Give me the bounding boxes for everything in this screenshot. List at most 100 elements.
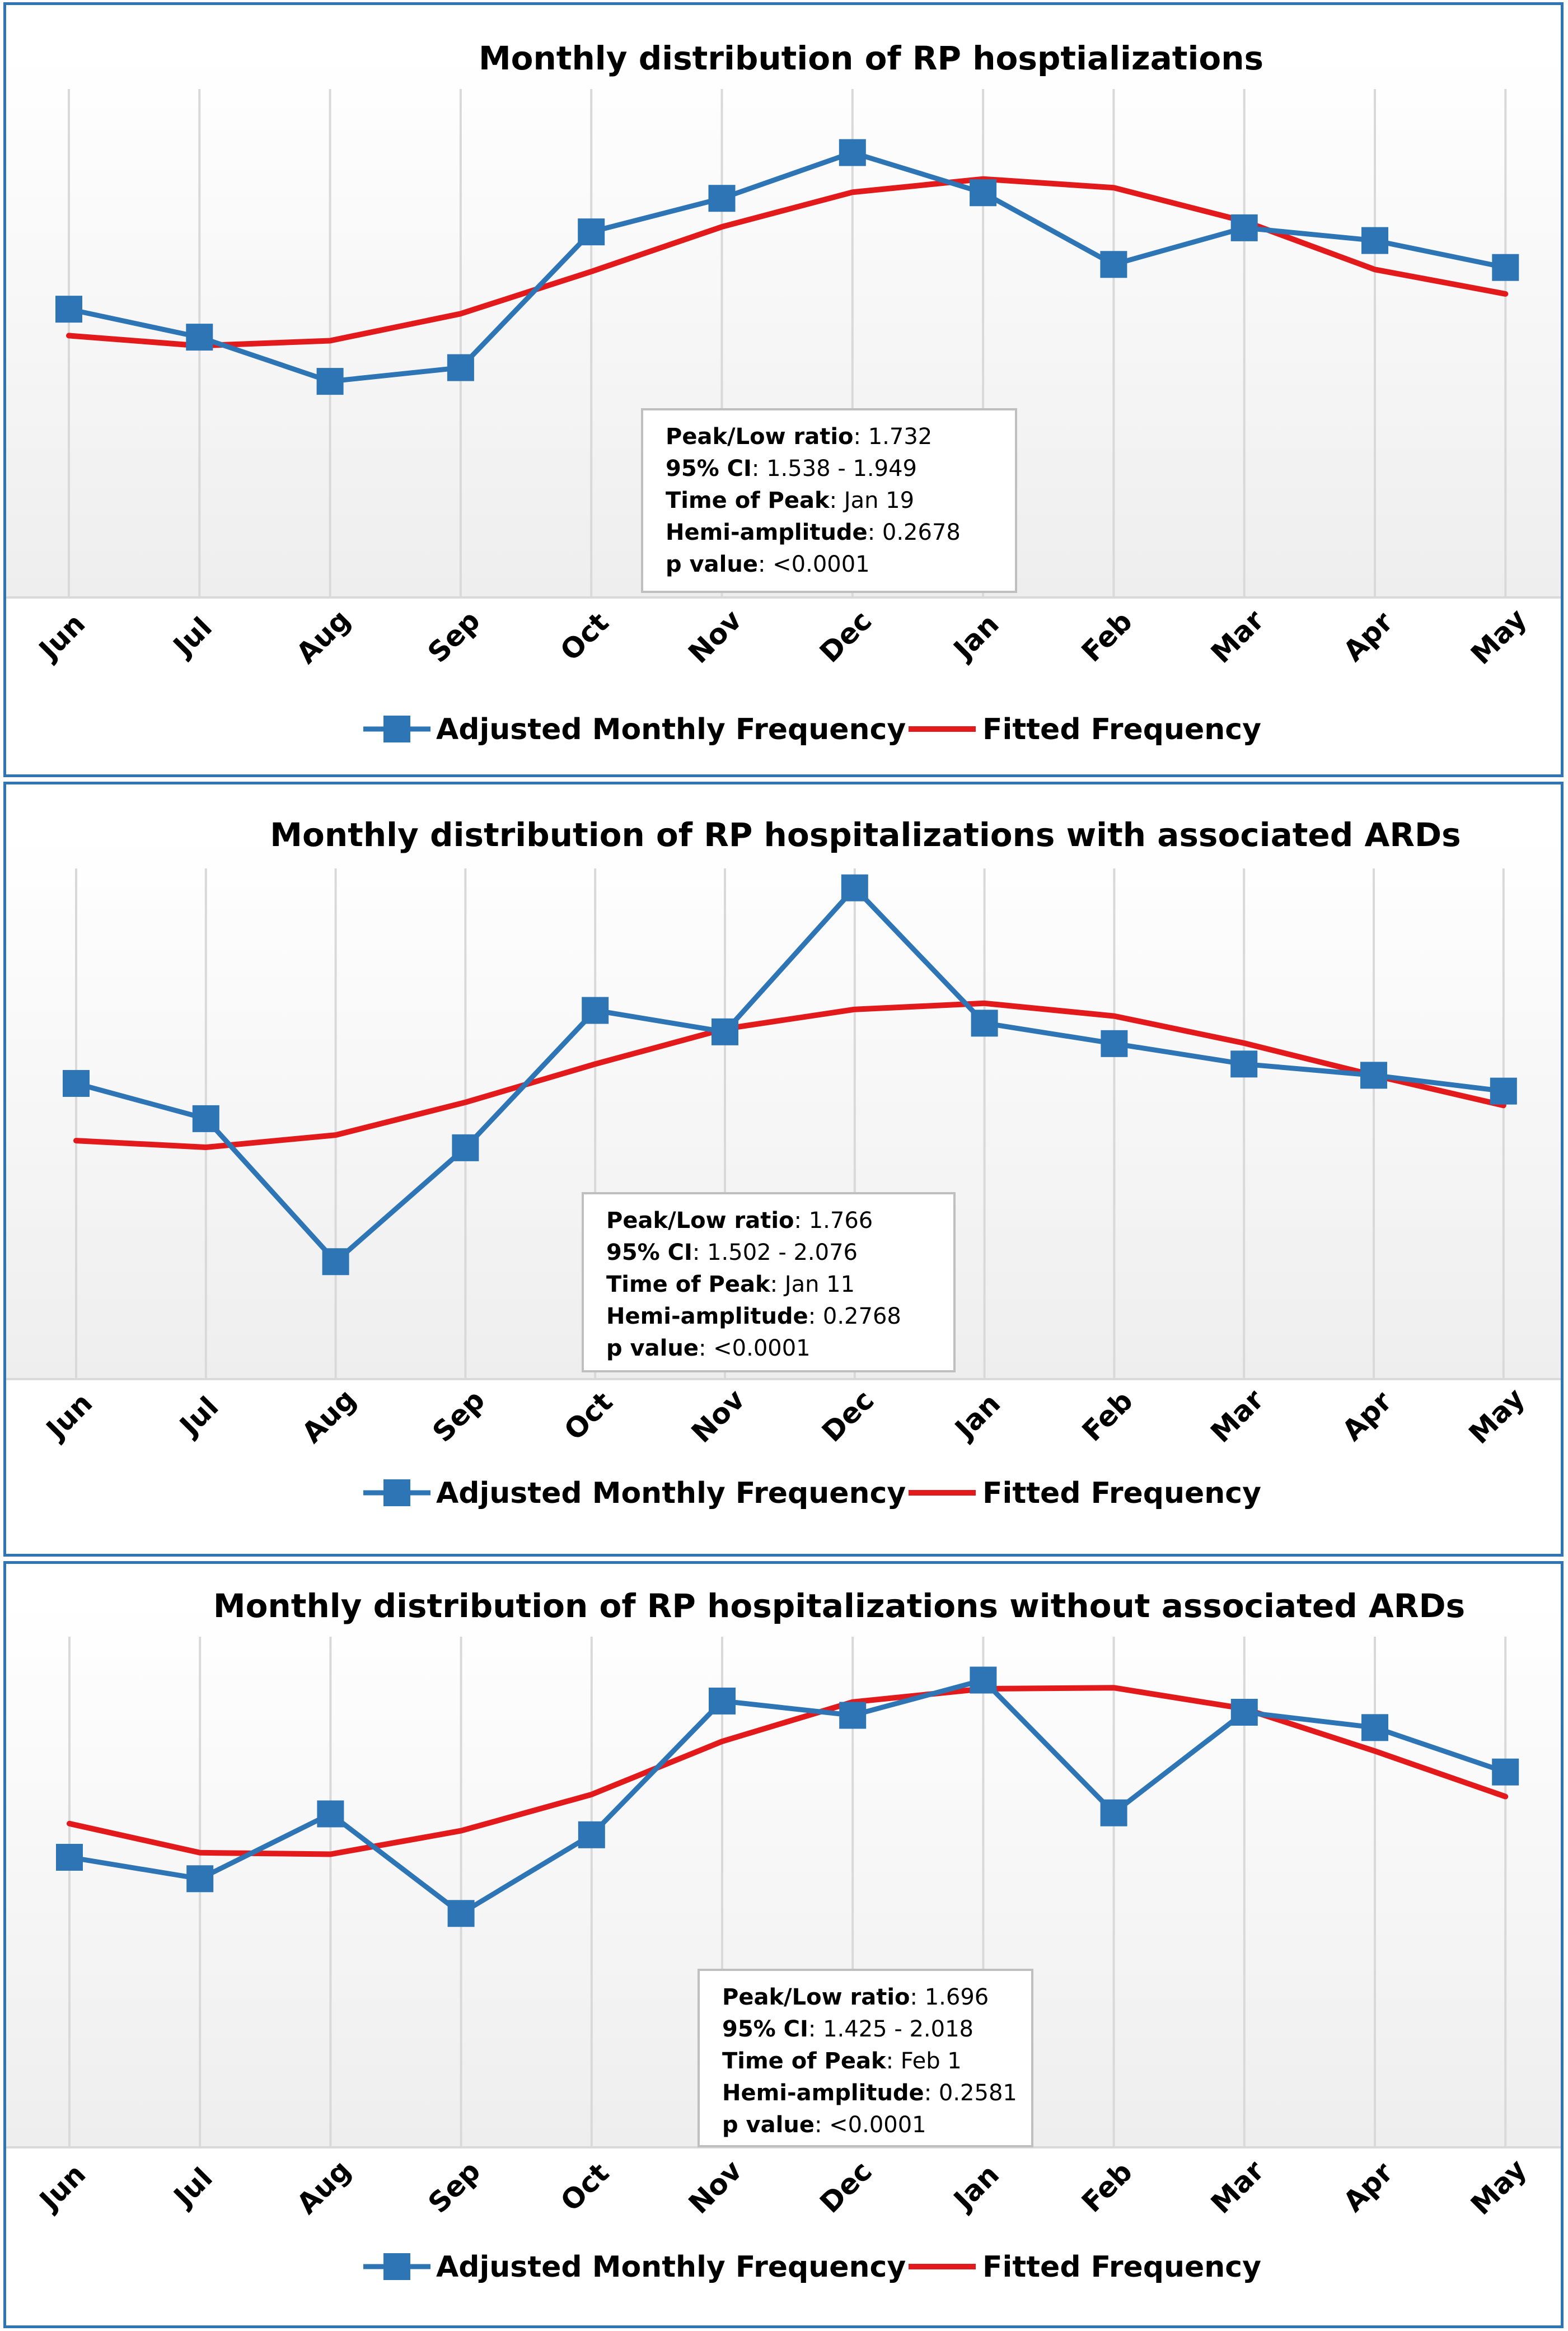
stat-label: 95% CI xyxy=(606,1240,692,1265)
x-tick-label: Jul xyxy=(166,2161,219,2214)
legend-label-adjusted: Adjusted Monthly Frequency xyxy=(436,713,906,746)
stat-confidence-interval: 95% CI: 1.502 - 2.076 xyxy=(606,1240,858,1265)
stat-value: : <0.0001 xyxy=(699,1335,811,1361)
data-point-adjusted xyxy=(839,1702,867,1729)
stat-value: : 1.696 xyxy=(910,1984,989,2010)
x-tick-label: Dec xyxy=(816,1384,880,1448)
stat-value: : 0.2678 xyxy=(868,520,961,545)
x-tick-label: May xyxy=(1464,602,1533,671)
chart-panel-with-ards: Monthly distribution of RP hospitalizati… xyxy=(3,782,1564,1557)
legend-swatch-marker-adjusted xyxy=(383,1479,410,1506)
stat-peak-low-ratio: Peak/Low ratio: 1.766 xyxy=(606,1208,873,1234)
series-line-adjusted xyxy=(67,1678,1508,1916)
data-point-adjusted xyxy=(56,1843,83,1871)
stats-box xyxy=(641,408,1017,593)
x-tick-label: Nov xyxy=(682,604,748,670)
stat-value: : 1.538 - 1.949 xyxy=(752,456,917,482)
series-line-adjusted xyxy=(73,885,1506,1264)
data-point-adjusted xyxy=(970,179,997,207)
x-tick-label: Dec xyxy=(814,2155,878,2219)
legend-swatch-marker-adjusted xyxy=(383,2253,410,2280)
stat-label: Peak/Low ratio xyxy=(606,1208,794,1234)
x-tick-label: Nov xyxy=(682,2154,748,2220)
stat-value: : 0.2581 xyxy=(924,2080,1017,2106)
stat-value: : 1.425 - 2.018 xyxy=(808,2016,973,2042)
stat-peak-low-ratio: Peak/Low ratio: 1.732 xyxy=(666,424,932,450)
x-tick-label: Mar xyxy=(1204,1383,1270,1449)
stat-value: : 1.732 xyxy=(854,424,933,450)
data-point-adjusted xyxy=(1100,251,1127,278)
data-point-adjusted xyxy=(63,1069,90,1097)
stat-value: : <0.0001 xyxy=(815,2112,926,2138)
data-point-adjusted xyxy=(322,1248,349,1276)
stat-time-of-peak: Time of Peak: Jan 19 xyxy=(666,488,914,513)
stat-value: : 1.502 - 2.076 xyxy=(692,1240,858,1265)
legend-label-adjusted: Adjusted Monthly Frequency xyxy=(436,1477,906,1510)
data-point-adjusted xyxy=(316,368,344,395)
stats-box xyxy=(582,1192,956,1372)
data-point-adjusted xyxy=(55,296,82,323)
data-point-adjusted xyxy=(1230,1050,1258,1078)
data-point-adjusted xyxy=(578,218,605,246)
x-tick-label: Aug xyxy=(296,1383,362,1450)
x-tick-label: May xyxy=(1463,1382,1531,1450)
x-tick-label: Aug xyxy=(290,604,357,670)
legend: Adjusted Monthly Frequency Fitted Frequen… xyxy=(363,713,1261,746)
stat-value: : Jan 19 xyxy=(830,488,914,513)
series-line-adjusted xyxy=(66,150,1508,384)
legend-label-fitted: Fitted Frequency xyxy=(982,713,1261,746)
stat-label: Time of Peak xyxy=(666,488,830,513)
stat-confidence-interval: 95% CI: 1.538 - 1.949 xyxy=(666,456,917,482)
stat-label: Hemi-amplitude xyxy=(606,1304,808,1329)
legend-label-fitted: Fitted Frequency xyxy=(982,1477,1261,1510)
series-line-fitted xyxy=(73,1000,1506,1150)
x-tick-label: Dec xyxy=(813,604,878,669)
x-tick-label: Mar xyxy=(1205,604,1271,670)
x-tick-label: Jul xyxy=(172,1390,225,1443)
x-tick-label: Apr xyxy=(1337,2156,1399,2218)
data-point-adjusted xyxy=(709,1687,736,1715)
stat-label: 95% CI xyxy=(722,2016,808,2042)
stat-time-of-peak: Time of Peak: Feb 1 xyxy=(722,2048,962,2074)
x-tick-label: Jan xyxy=(947,2158,1005,2217)
stat-p-value: p value: <0.0001 xyxy=(722,2112,926,2138)
x-tick-label: Jul xyxy=(166,611,218,664)
x-tick-label: Oct xyxy=(558,1386,619,1447)
stat-label: Peak/Low ratio xyxy=(722,1984,910,2010)
stat-label: Time of Peak xyxy=(606,1272,771,1297)
data-point-adjusted xyxy=(186,1865,214,1893)
x-tick-label: Jun xyxy=(32,2158,92,2218)
data-point-adjusted xyxy=(1230,1698,1258,1726)
line-chart-with-ards: Monthly distribution of RP hospitalizati… xyxy=(6,816,1561,1510)
x-tick-label: Jun xyxy=(39,1387,99,1447)
data-point-adjusted xyxy=(712,1018,738,1045)
stat-value: : <0.0001 xyxy=(758,552,870,577)
x-tick-label: Sep xyxy=(422,604,486,669)
x-tick-label: Apr xyxy=(1337,605,1399,667)
x-tick-label: Jan xyxy=(946,608,1005,666)
data-point-adjusted xyxy=(317,1800,344,1828)
data-point-adjusted xyxy=(1100,1799,1127,1827)
chart-panel-all: Monthly distribution of RP hosptializati… xyxy=(3,2,1564,777)
data-point-adjusted xyxy=(1490,1077,1517,1105)
stat-value: : Jan 11 xyxy=(770,1272,855,1297)
data-point-adjusted xyxy=(1101,1030,1128,1057)
data-point-adjusted xyxy=(447,1900,475,1927)
legend-label-fitted: Fitted Frequency xyxy=(982,2250,1261,2284)
legend: Adjusted Monthly Frequency Fitted Frequen… xyxy=(363,2250,1261,2284)
x-tick-label: Sep xyxy=(426,1384,491,1449)
data-point-adjusted xyxy=(582,997,609,1024)
chart-title: Monthly distribution of RP hospitalizati… xyxy=(270,816,1461,854)
stat-label: Time of Peak xyxy=(722,2048,887,2074)
data-point-adjusted xyxy=(708,185,736,212)
stat-hemi-amplitude: Hemi-amplitude: 0.2581 xyxy=(722,2080,1017,2106)
stat-label: p value xyxy=(606,1335,699,1361)
x-tick-label: Oct xyxy=(554,2157,615,2218)
data-point-adjusted xyxy=(452,1134,479,1161)
data-point-adjusted xyxy=(1492,254,1519,281)
x-tick-label: Feb xyxy=(1075,605,1139,668)
stats-box xyxy=(698,1969,1033,2147)
stat-label: 95% CI xyxy=(666,456,752,482)
stat-peak-low-ratio: Peak/Low ratio: 1.696 xyxy=(722,1984,989,2010)
data-point-adjusted xyxy=(1361,227,1388,254)
